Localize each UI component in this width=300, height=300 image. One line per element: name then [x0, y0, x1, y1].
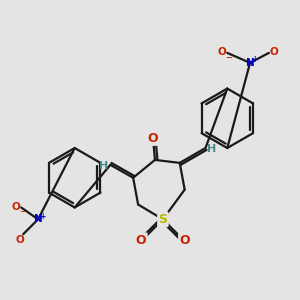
Text: +: + [39, 212, 45, 221]
Text: O: O [136, 234, 146, 247]
Text: −: − [19, 207, 26, 216]
Text: +: + [251, 55, 257, 64]
Text: O: O [12, 202, 21, 212]
Text: S: S [158, 213, 167, 226]
Text: O: O [218, 47, 227, 57]
Text: O: O [148, 132, 158, 145]
Text: O: O [16, 235, 25, 245]
Text: N: N [246, 58, 254, 68]
Text: H: H [208, 144, 217, 154]
Text: H: H [99, 161, 108, 171]
Text: −: − [225, 53, 232, 62]
Text: O: O [269, 47, 278, 57]
Text: O: O [179, 234, 190, 247]
Text: N: N [34, 214, 42, 224]
